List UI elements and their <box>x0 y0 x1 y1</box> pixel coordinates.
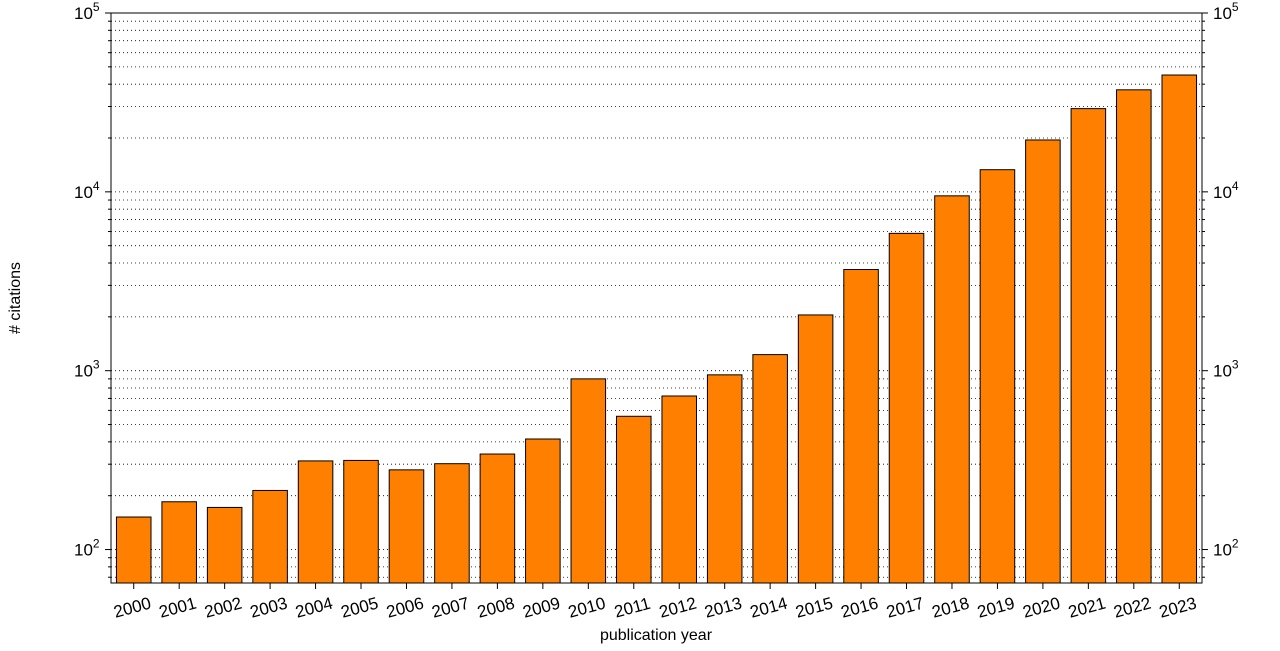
x-tick-label: 2001 <box>157 594 198 622</box>
bar-2002 <box>206 506 243 584</box>
bar-2020 <box>1025 139 1061 584</box>
bar-2012 <box>661 395 698 584</box>
x-axis-title: publication year <box>600 627 713 644</box>
x-tick-label: 2023 <box>1157 594 1198 622</box>
x-tick-label: 2006 <box>384 594 425 622</box>
bar-2019 <box>979 169 1016 584</box>
x-tick-label: 2018 <box>930 594 971 622</box>
plot-frame <box>110 12 1203 584</box>
y-tick-labels-left: 102 103 104 105 <box>74 0 100 560</box>
y-tick-label-left: 104 <box>74 179 100 202</box>
y-tick-label-left: 103 <box>74 358 100 381</box>
x-tick-label: 2000 <box>112 594 153 622</box>
bar-2006 <box>388 469 425 584</box>
x-tick-label: 2021 <box>1066 594 1107 622</box>
bar-2008 <box>479 453 516 584</box>
bar-2018 <box>934 195 970 584</box>
x-tick-label: 2022 <box>1112 594 1153 622</box>
x-tick-label: 2015 <box>793 594 834 622</box>
x-tick-label: 2009 <box>521 594 562 622</box>
bar-2009 <box>525 438 561 584</box>
bar-2003 <box>252 489 288 584</box>
x-tick-label: 2007 <box>430 594 471 622</box>
bars <box>115 74 1198 584</box>
bar-2010 <box>570 378 607 584</box>
y-axis-title: # citations <box>7 262 24 334</box>
bar-2005 <box>343 459 379 584</box>
x-tick-label: 2017 <box>884 594 925 622</box>
bar-2023 <box>1161 74 1198 584</box>
y-tick-label-right: 102 <box>1213 537 1239 560</box>
x-tick-label: 2010 <box>566 594 607 622</box>
y-tick-label-left: 102 <box>74 537 100 560</box>
x-tick-label: 2014 <box>748 594 789 622</box>
x-tick-label: 2005 <box>339 594 380 622</box>
bar-2015 <box>797 314 834 584</box>
bar-2004 <box>297 460 334 584</box>
x-tick-label: 2004 <box>293 594 334 622</box>
x-tick-label: 2011 <box>612 594 652 622</box>
y-tick-label-right: 105 <box>1213 0 1239 23</box>
axis-ticks <box>105 12 1208 589</box>
x-tick-label: 2016 <box>839 594 880 622</box>
bar-2001 <box>161 501 197 584</box>
bar-2000 <box>115 516 152 584</box>
x-tick-label: 2020 <box>1021 594 1062 622</box>
bar-2016 <box>843 268 879 584</box>
bar-2021 <box>1070 108 1107 584</box>
bar-2017 <box>888 232 925 584</box>
x-tick-label: 2019 <box>975 594 1016 622</box>
bar-2013 <box>706 374 743 584</box>
x-tick-label: 2002 <box>202 594 243 622</box>
x-tick-labels: 2000 2001 2002 2003 2004 2005 2006 2007 2008 2009… <box>112 594 1199 622</box>
y-tick-label-right: 103 <box>1213 358 1239 381</box>
x-tick-label: 2008 <box>475 594 516 622</box>
bar-2007 <box>434 463 470 584</box>
bar-2011 <box>615 415 652 584</box>
x-tick-label: 2003 <box>248 594 289 622</box>
x-tick-label: 2013 <box>703 594 744 622</box>
bar-2022 <box>1116 89 1152 584</box>
x-tick-label: 2012 <box>657 594 698 622</box>
y-tick-labels-right: 102 103 104 105 <box>1213 0 1239 560</box>
y-tick-label-right: 104 <box>1213 179 1239 202</box>
bar-2014 <box>752 354 788 584</box>
y-tick-label-left: 105 <box>74 0 100 23</box>
